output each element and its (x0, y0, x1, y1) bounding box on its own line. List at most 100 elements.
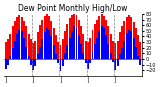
Bar (25, 26, 27, 59)
Bar (28, 34, 30, 59)
Bar (32, 43, 34, 59)
Bar (50, 36, 52, 59)
Bar (119, 32, 121, 59)
Bar (50, 21, 52, 59)
Bar (12, 26, 14, 59)
Bar (78, 20, 80, 59)
Bar (30, 39, 32, 59)
Bar (137, 35, 139, 59)
Bar (44, 16, 46, 59)
Bar (78, 35, 80, 59)
Bar (112, 59, 114, 62)
Bar (139, 59, 141, 65)
Bar (101, 14, 103, 59)
Bar (48, 30, 50, 59)
Bar (103, 16, 105, 59)
Bar (14, 21, 16, 59)
Bar (108, 26, 109, 59)
Bar (71, 31, 73, 59)
Bar (69, 38, 71, 59)
Bar (5, 59, 7, 69)
Bar (110, 34, 112, 59)
Bar (30, 59, 32, 65)
Bar (64, 31, 66, 59)
Bar (48, 16, 50, 59)
Bar (41, 39, 43, 59)
Bar (117, 41, 119, 59)
Bar (57, 42, 59, 59)
Bar (130, 17, 132, 59)
Bar (126, 17, 128, 59)
Bar (87, 59, 89, 69)
Bar (21, 17, 23, 59)
Bar (12, 48, 14, 59)
Bar (23, 21, 25, 59)
Bar (7, 39, 9, 59)
Bar (23, 38, 25, 59)
Bar (7, 59, 9, 65)
Bar (19, 30, 20, 59)
Bar (9, 56, 11, 59)
Bar (112, 41, 114, 59)
Bar (98, 31, 100, 59)
Bar (69, 18, 71, 59)
Bar (105, 35, 107, 59)
Bar (82, 53, 84, 59)
Bar (76, 15, 77, 59)
Bar (32, 59, 34, 70)
Bar (135, 47, 137, 59)
Bar (39, 25, 41, 59)
Bar (105, 20, 107, 59)
Bar (108, 44, 109, 59)
Bar (21, 31, 23, 59)
Bar (66, 24, 68, 59)
Bar (85, 41, 87, 59)
Bar (121, 26, 123, 59)
Bar (34, 41, 36, 59)
Bar (126, 33, 128, 59)
Title: Dew Point Monthly High/Low: Dew Point Monthly High/Low (18, 4, 128, 13)
Bar (28, 56, 30, 59)
Bar (82, 34, 84, 59)
Bar (124, 21, 125, 59)
Bar (64, 53, 66, 59)
Bar (19, 15, 20, 59)
Bar (98, 16, 100, 59)
Bar (80, 26, 82, 59)
Bar (121, 48, 123, 59)
Bar (110, 53, 112, 59)
Bar (55, 35, 57, 59)
Bar (85, 59, 87, 63)
Bar (66, 45, 68, 59)
Bar (60, 45, 61, 59)
Bar (124, 41, 125, 59)
Bar (135, 28, 137, 59)
Bar (53, 45, 55, 59)
Bar (5, 42, 7, 59)
Bar (139, 42, 141, 59)
Bar (94, 44, 96, 59)
Bar (114, 59, 116, 70)
Bar (130, 31, 132, 59)
Bar (89, 38, 91, 59)
Bar (96, 38, 98, 59)
Bar (62, 59, 64, 66)
Bar (53, 28, 55, 59)
Bar (92, 30, 93, 59)
Bar (57, 59, 59, 63)
Bar (103, 28, 105, 59)
Bar (46, 14, 48, 59)
Bar (80, 44, 82, 59)
Bar (9, 34, 11, 59)
Bar (133, 38, 135, 59)
Bar (92, 52, 93, 59)
Bar (60, 59, 61, 71)
Bar (73, 14, 75, 59)
Bar (16, 17, 18, 59)
Bar (87, 42, 89, 59)
Bar (25, 47, 27, 59)
Bar (89, 59, 91, 63)
Bar (119, 54, 121, 59)
Bar (39, 47, 41, 59)
Bar (46, 28, 48, 59)
